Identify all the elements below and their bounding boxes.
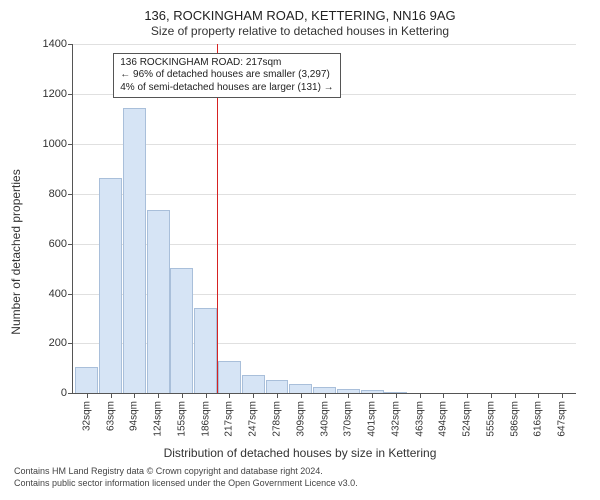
y-tick-label: 1200 xyxy=(43,88,73,100)
bar-wrap: 401sqm xyxy=(360,44,384,393)
bar-wrap: 32sqm xyxy=(75,44,99,393)
annotation-line: 136 ROCKINGHAM ROAD: 217sqm xyxy=(120,57,333,70)
x-tick-label: 186sqm xyxy=(200,401,211,437)
histogram-bar xyxy=(99,178,122,393)
x-axis-label: Distribution of detached houses by size … xyxy=(10,446,590,460)
histogram-bar xyxy=(266,380,289,393)
histogram-bar xyxy=(170,268,193,394)
x-tick-label: 340sqm xyxy=(319,401,330,437)
y-tick-label: 400 xyxy=(49,288,73,300)
x-tick-label: 247sqm xyxy=(248,401,259,437)
annotation-line: 4% of semi-detached houses are larger (1… xyxy=(120,82,333,95)
x-tick-label: 155sqm xyxy=(176,401,187,437)
x-tick-label: 494sqm xyxy=(438,401,449,437)
bar-wrap: 616sqm xyxy=(527,44,551,393)
bar-wrap: 494sqm xyxy=(431,44,455,393)
y-tick-label: 1400 xyxy=(43,38,73,50)
histogram-bar xyxy=(289,384,312,394)
x-tick-label: 370sqm xyxy=(343,401,354,437)
bar-wrap: 524sqm xyxy=(455,44,479,393)
x-tick-label: 278sqm xyxy=(272,401,283,437)
y-axis-label: Number of detached properties xyxy=(9,170,23,335)
histogram-bar xyxy=(75,367,98,393)
y-tick-label: 600 xyxy=(49,238,73,250)
x-tick-label: 124sqm xyxy=(153,401,164,437)
bar-wrap: 432sqm xyxy=(384,44,408,393)
x-tick-label: 463sqm xyxy=(414,401,425,437)
histogram-bar xyxy=(194,308,217,394)
y-tick-label: 200 xyxy=(49,337,73,349)
footer-text: Contains HM Land Registry data © Crown c… xyxy=(10,466,590,489)
bar-wrap: 647sqm xyxy=(550,44,574,393)
x-tick-label: 555sqm xyxy=(485,401,496,437)
y-tick-label: 0 xyxy=(61,387,73,399)
bar-wrap: 555sqm xyxy=(479,44,503,393)
bar-wrap: 463sqm xyxy=(408,44,432,393)
x-tick-label: 94sqm xyxy=(129,401,140,431)
chart-title-line2: Size of property relative to detached ho… xyxy=(10,24,590,38)
x-tick-label: 217sqm xyxy=(224,401,235,437)
x-tick-label: 32sqm xyxy=(81,401,92,431)
x-tick-label: 524sqm xyxy=(462,401,473,437)
x-tick-label: 63sqm xyxy=(105,401,116,431)
property-size-chart: 136, ROCKINGHAM ROAD, KETTERING, NN16 9A… xyxy=(0,0,600,500)
annotation-box: 136 ROCKINGHAM ROAD: 217sqm← 96% of deta… xyxy=(113,53,340,99)
y-tick-label: 800 xyxy=(49,188,73,200)
y-tick-label: 1000 xyxy=(43,138,73,150)
x-tick-label: 432sqm xyxy=(390,401,401,437)
histogram-bar xyxy=(123,108,146,393)
footer-line1: Contains HM Land Registry data © Crown c… xyxy=(14,466,590,477)
plot-area: 020040060080010001200140032sqm63sqm94sqm… xyxy=(72,44,576,394)
x-tick-label: 647sqm xyxy=(557,401,568,437)
x-tick-label: 401sqm xyxy=(367,401,378,437)
annotation-line: ← 96% of detached houses are smaller (3,… xyxy=(120,69,333,82)
x-tick-label: 309sqm xyxy=(295,401,306,437)
histogram-bar xyxy=(242,375,265,393)
x-tick-label: 616sqm xyxy=(533,401,544,437)
x-tick-label: 586sqm xyxy=(509,401,520,437)
chart-title-line1: 136, ROCKINGHAM ROAD, KETTERING, NN16 9A… xyxy=(10,8,590,24)
bar-wrap: 586sqm xyxy=(503,44,527,393)
histogram-bar xyxy=(218,361,241,393)
histogram-bar xyxy=(147,210,170,393)
footer-line2: Contains public sector information licen… xyxy=(14,478,590,489)
